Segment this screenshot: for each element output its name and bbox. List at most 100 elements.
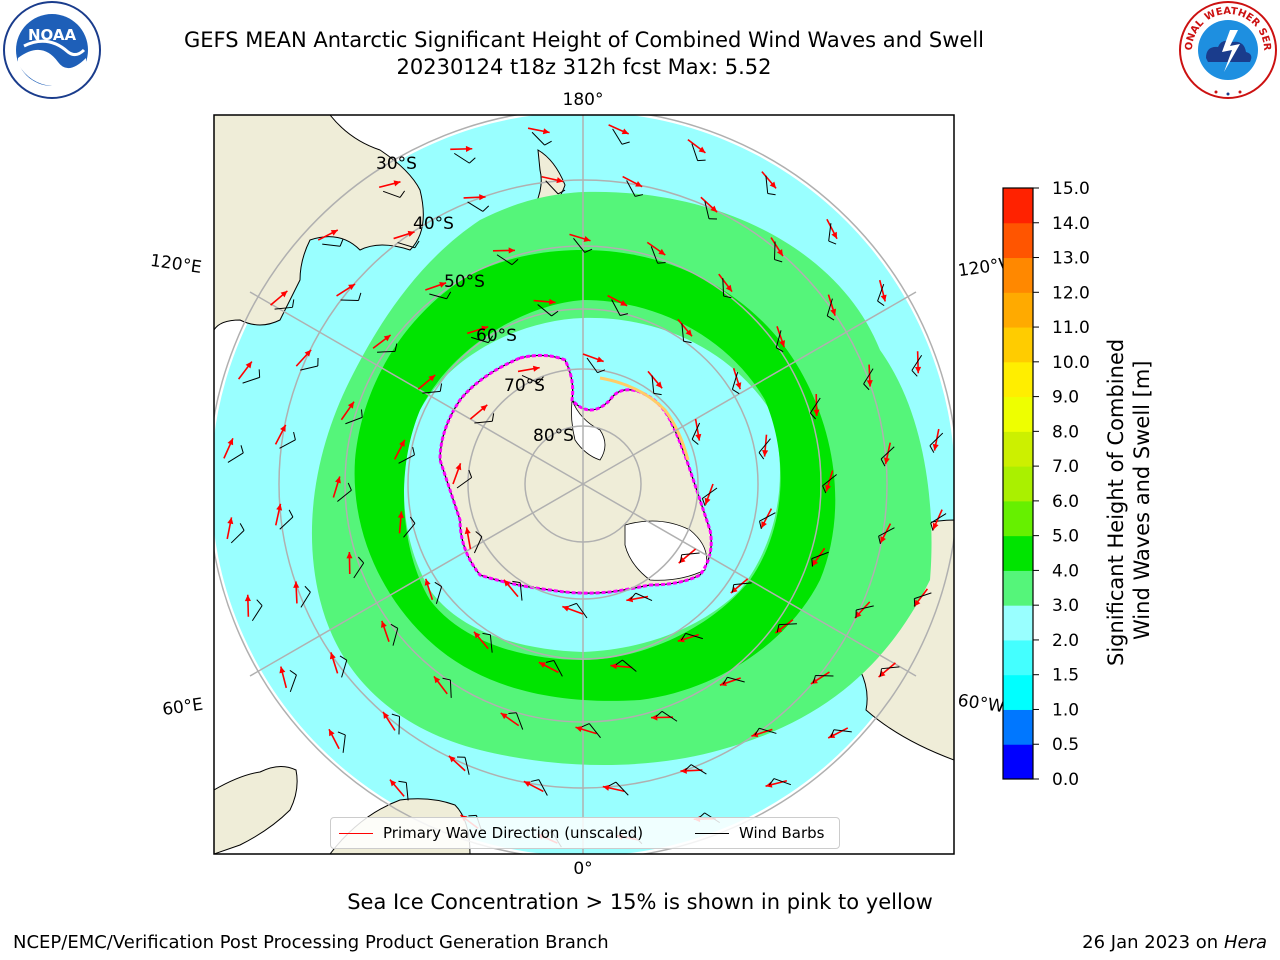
wind-barb (776, 623, 797, 633)
wave-direction-arrow (811, 547, 826, 567)
wave-direction-arrow (825, 470, 834, 492)
footer-machine: Hera (1223, 932, 1267, 953)
wave-direction-arrow (687, 138, 706, 154)
wave-direction-arrow (346, 552, 353, 575)
wind-barb (630, 592, 653, 602)
map-subtitle: 20230124 t18z 312h fcst Max: 5.52 (396, 55, 772, 79)
wind-barb (377, 343, 398, 353)
wind-barb (878, 527, 895, 545)
colorbar-tick-label: 13.0 (1052, 249, 1090, 269)
map-legend: Primary Wave Direction (unscaled) Wind B… (330, 817, 840, 849)
colorbar-tick-label: 1.5 (1052, 666, 1079, 686)
wave-direction-arrow (582, 353, 604, 363)
wind-barb (242, 369, 261, 384)
wave-direction-arrow (328, 728, 340, 750)
colorbar-segment (1003, 257, 1033, 293)
svg-text:NOAA: NOAA (28, 26, 77, 44)
wind-barb (855, 605, 874, 618)
colorbar-segment (1003, 361, 1033, 398)
wave-direction-arrow (274, 424, 287, 445)
wind-barb (880, 446, 895, 467)
wave-direction-arrow (610, 663, 633, 670)
wind-barb (822, 474, 837, 494)
wave-direction-arrow (270, 290, 288, 306)
wave-direction-arrow (397, 511, 404, 534)
wind-barb (812, 674, 834, 684)
wave-direction-arrow (608, 124, 630, 135)
wave-direction-arrow (932, 428, 940, 451)
wind-barb (398, 446, 415, 464)
wave-direction-arrow (762, 434, 769, 457)
wave-direction-arrow (433, 675, 448, 695)
wind-barb (289, 669, 297, 693)
wind-barb (608, 781, 629, 796)
wave-direction-arrow (492, 247, 515, 254)
wind-barb (279, 431, 296, 449)
wind-barb (467, 201, 490, 212)
wave-direction-arrow (915, 351, 922, 374)
wave-direction-arrow (913, 588, 929, 607)
wave-direction-arrow (827, 294, 837, 316)
wave-direction-arrow (538, 661, 559, 674)
wave-direction-arrow (569, 233, 591, 242)
wind-barb (581, 723, 601, 738)
wave-direction-arrow (295, 349, 312, 367)
map-title: GEFS MEAN Antarctic Significant Height o… (183, 28, 985, 52)
sea-ice-edge (438, 353, 713, 595)
wind-barb (482, 632, 493, 653)
wind-barb (456, 469, 473, 489)
ice-shelf-ross (571, 399, 606, 461)
wind-barb (508, 712, 524, 730)
wave-direction-arrow (533, 298, 556, 305)
lon-label-180: 180° (563, 90, 604, 110)
wind-barb (722, 676, 745, 685)
colorbar-tick-label: 14.0 (1052, 214, 1090, 234)
footer-date-text: 26 Jan 2023 on (1082, 932, 1224, 953)
wave-direction-arrow (761, 171, 777, 189)
lat-label-60: 60°S (476, 326, 517, 346)
wind-barb (322, 238, 344, 247)
wave-direction-arrow (602, 784, 625, 793)
colorbar-segment (1003, 744, 1033, 780)
wave-direction-arrow (425, 281, 447, 291)
wind-barb (655, 710, 678, 722)
wave-direction-arrow (541, 175, 564, 184)
wind-barb (828, 223, 837, 245)
lon-label-120e: 120°E (149, 251, 203, 278)
wind-barb (473, 531, 483, 554)
colorbar-segment (1003, 674, 1033, 710)
wave-direction-arrow (393, 439, 406, 460)
legend-red-line (339, 832, 373, 834)
wind-barb (337, 482, 352, 502)
wind-barb (251, 599, 263, 621)
wind-barb (274, 299, 295, 310)
lon-label-0: 0° (573, 859, 592, 879)
wind-barb (279, 509, 294, 530)
sea-ice-yellow (599, 376, 690, 461)
wave-direction-arrow (274, 503, 283, 526)
wave-direction-arrow (466, 325, 489, 335)
wind-barb (422, 383, 443, 394)
colorbar-segment (1003, 570, 1033, 606)
wave-direction-arrow (223, 437, 234, 459)
wave-direction-arrow (879, 523, 892, 544)
wind-barb (930, 513, 947, 531)
colorbar-title-line2: Wind Waves and Swell [m] (1130, 360, 1154, 640)
wave-direction-arrow (651, 714, 674, 721)
wind-barb (615, 659, 637, 672)
colorbar-segment (1003, 639, 1033, 676)
wave-direction-arrow (503, 579, 519, 598)
lat-label-50: 50°S (444, 272, 485, 292)
wind-barb (339, 655, 348, 678)
wind-barb (434, 581, 443, 604)
lat-label-40: 40°S (413, 214, 454, 234)
lat-label-30: 30°S (376, 154, 417, 174)
wind-barb (680, 632, 703, 641)
wave-direction-arrow (760, 508, 773, 529)
legend-item-wind-barbs: Wind Barbs (695, 824, 824, 842)
wave-direction-arrow (340, 401, 355, 421)
colorbar-tick-label: 1.0 (1052, 700, 1079, 720)
wind-barb (650, 246, 666, 264)
wind-barb (403, 516, 416, 538)
wind-barb (442, 677, 452, 698)
